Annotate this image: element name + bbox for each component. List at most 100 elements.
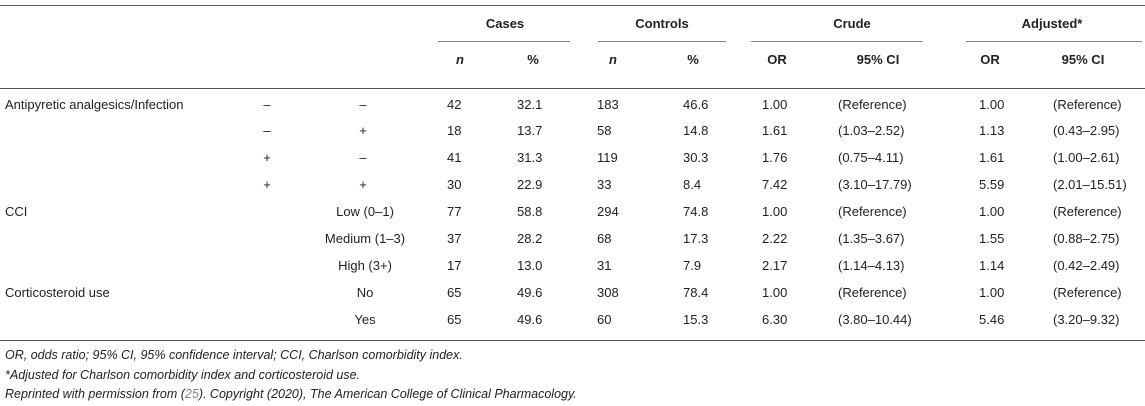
controls-pct-value: 30.3	[683, 150, 709, 165]
crude-ci-value: (Reference)	[838, 204, 907, 219]
adjusted-ci-value: (3.20–9.32)	[1053, 312, 1120, 327]
crude-ci-value: (0.75–4.11)	[838, 150, 904, 165]
adjusted-ci-value: (0.42–2.49)	[1053, 258, 1120, 273]
crude-ci-value: (1.14–4.13)	[838, 258, 905, 273]
bottom-rule	[0, 340, 1145, 341]
controls-pct-value: 17.3	[683, 231, 709, 246]
adjusted-or-value: 1.61	[979, 150, 1005, 165]
reference-link[interactable]: 25	[184, 387, 199, 401]
cases-pct-value: 58.8	[517, 204, 543, 219]
crude-or-value: 6.30	[762, 312, 788, 327]
controls-n-value: 308	[597, 285, 619, 300]
category-label: Low (0–1)	[336, 204, 394, 219]
controls-pct-header: %	[687, 52, 699, 67]
cases-underline	[438, 41, 570, 42]
crude-or-value: 1.00	[762, 204, 788, 219]
adjusted-ci-header: 95% CI	[1061, 52, 1105, 67]
adjusted-ci-value: (0.88–2.75)	[1053, 231, 1120, 246]
controls-n-value: 294	[597, 204, 619, 219]
cases-n-value: 17	[447, 258, 462, 273]
controls-pct-value: 46.6	[683, 97, 709, 112]
controls-n-value: 31	[597, 258, 612, 273]
crude-ci-value: (Reference)	[838, 97, 907, 112]
crude-ci-value: (Reference)	[838, 285, 907, 300]
cases-n-value: 30	[447, 177, 462, 192]
cases-header: Cases	[485, 16, 525, 31]
adjusted-or-header: OR	[980, 52, 1000, 67]
crude-or-value: 1.61	[762, 123, 788, 138]
adjusted-or-value: 5.46	[979, 312, 1005, 327]
cases-n-value: 37	[447, 231, 462, 246]
controls-pct-value: 8.4	[683, 177, 702, 192]
crude-ci-value: (1.35–3.67)	[838, 231, 905, 246]
crude-or-value: 1.76	[762, 150, 788, 165]
category-label: Medium (1–3)	[324, 231, 406, 246]
crude-or-header: OR	[767, 52, 787, 67]
controls-pct-value: 14.8	[683, 123, 709, 138]
controls-pct-value: 78.4	[683, 285, 709, 300]
adjusted-or-value: 1.55	[979, 231, 1005, 246]
controls-pct-value: 74.8	[683, 204, 709, 219]
crude-header: Crude	[833, 16, 871, 31]
footnote-abbrev: OR, odds ratio; 95% CI, 95% confidence i…	[5, 348, 463, 362]
crude-or-value: 2.22	[762, 231, 788, 246]
adjusted-ci-value: (Reference)	[1053, 285, 1122, 300]
cases-pct-header: %	[527, 52, 539, 67]
footnote-reprint: Reprinted with permission from (25). Cop…	[5, 387, 577, 401]
top-rule	[0, 5, 1145, 6]
crude-ci-header: 95% CI	[856, 52, 900, 67]
footnote-adjusted: *Adjusted for Charlson comorbidity index…	[5, 368, 361, 382]
cases-pct-value: 13.0	[517, 258, 543, 273]
adjusted-ci-value: (Reference)	[1053, 97, 1122, 112]
cases-pct-value: 49.6	[517, 312, 543, 327]
adjusted-ci-value: (0.43–2.95)	[1053, 123, 1120, 138]
adjusted-ci-value: (2.01–15.51)	[1053, 177, 1127, 192]
row-label: Corticosteroid use	[5, 285, 110, 300]
row-label: CCI	[5, 204, 28, 219]
cases-pct-value: 32.1	[517, 97, 543, 112]
controls-underline	[598, 41, 726, 42]
controls-pct-value: 15.3	[683, 312, 709, 327]
crude-ci-value: (3.10–17.79)	[838, 177, 912, 192]
crude-or-value: 2.17	[762, 258, 788, 273]
cases-n-value: 18	[447, 123, 462, 138]
antipyretic-status: –	[263, 97, 271, 112]
infection-status: +	[359, 177, 367, 192]
crude-or-value: 1.00	[762, 285, 788, 300]
infection-status: –	[359, 150, 367, 165]
cases-pct-value: 49.6	[517, 285, 543, 300]
category-label: High (3+)	[338, 258, 392, 273]
header-rule	[0, 88, 1145, 89]
adjusted-ci-value: (Reference)	[1053, 204, 1122, 219]
category-label: Yes	[354, 312, 376, 327]
antipyretic-status: +	[263, 177, 271, 192]
adjusted-or-value: 1.13	[979, 123, 1005, 138]
adjusted-header: Adjusted*	[1021, 16, 1083, 31]
antipyretic-status: +	[263, 150, 271, 165]
controls-n-value: 58	[597, 123, 612, 138]
crude-ci-value: (3.80–10.44)	[838, 312, 912, 327]
cases-n-value: 65	[447, 312, 462, 327]
adjusted-or-value: 1.00	[979, 204, 1005, 219]
controls-pct-value: 7.9	[683, 258, 702, 273]
crude-or-value: 7.42	[762, 177, 788, 192]
crude-underline	[751, 41, 923, 42]
controls-n-value: 183	[597, 97, 619, 112]
crude-ci-value: (1.03–2.52)	[838, 123, 905, 138]
cases-pct-value: 22.9	[517, 177, 543, 192]
cases-n-value: 77	[447, 204, 462, 219]
crude-or-value: 1.00	[762, 97, 788, 112]
adjusted-or-value: 5.59	[979, 177, 1005, 192]
row-label: Antipyretic analgesics/Infection	[5, 97, 184, 112]
controls-n-value: 68	[597, 231, 612, 246]
cases-n-value: 41	[447, 150, 462, 165]
adjusted-or-value: 1.14	[979, 258, 1005, 273]
infection-status: +	[359, 123, 367, 138]
infection-status: –	[359, 97, 367, 112]
cases-n-value: 65	[447, 285, 462, 300]
controls-n-value: 119	[597, 150, 618, 165]
controls-n-value: 33	[597, 177, 612, 192]
adjusted-or-value: 1.00	[979, 97, 1005, 112]
cases-n-header: n	[456, 52, 464, 67]
cases-n-value: 42	[447, 97, 462, 112]
